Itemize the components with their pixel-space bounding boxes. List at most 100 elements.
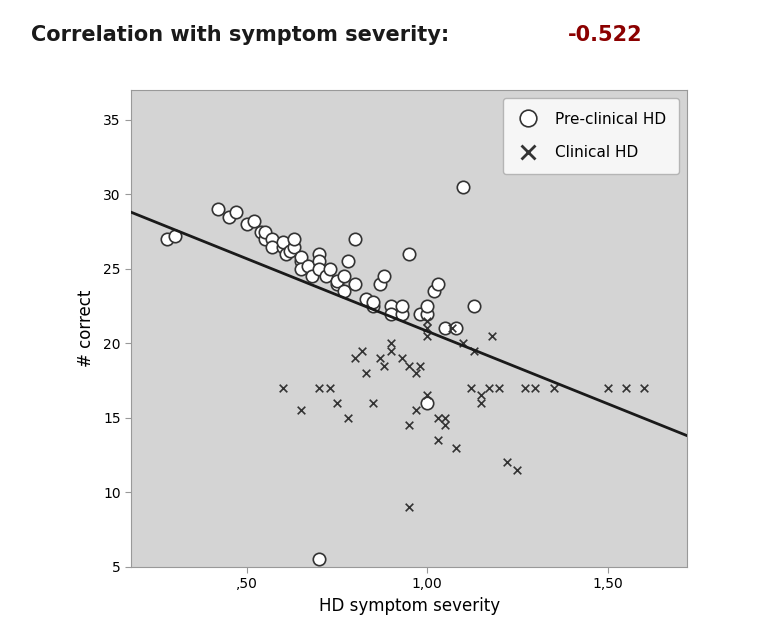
Point — [313, 249, 325, 259]
Point — [338, 286, 350, 296]
Y-axis label: # correct: # correct — [77, 290, 95, 367]
Point — [421, 308, 433, 319]
Point — [378, 271, 390, 281]
Point — [482, 383, 495, 393]
Point — [421, 390, 433, 401]
Point — [476, 390, 488, 401]
Point — [464, 383, 476, 393]
Point — [421, 331, 433, 341]
Point — [280, 249, 293, 259]
Point — [284, 246, 296, 256]
Point — [476, 398, 488, 408]
Point — [313, 554, 325, 564]
Point — [519, 383, 531, 393]
Point — [360, 294, 372, 304]
Point — [212, 204, 224, 214]
Point — [414, 361, 426, 371]
Point — [287, 234, 300, 244]
Point — [385, 338, 398, 348]
Point — [450, 442, 462, 453]
Point — [356, 346, 368, 356]
Point — [313, 256, 325, 267]
Point — [367, 398, 379, 408]
Point — [396, 301, 408, 311]
Point — [385, 301, 398, 311]
Point — [493, 383, 506, 393]
Point — [439, 323, 452, 334]
Point — [374, 353, 387, 363]
Point — [421, 316, 433, 326]
Point — [342, 256, 354, 267]
Point — [638, 383, 650, 393]
Point — [168, 231, 181, 242]
Point — [276, 383, 289, 393]
Point — [385, 346, 398, 356]
Point — [421, 323, 433, 334]
Point — [396, 308, 408, 319]
Point — [349, 234, 361, 244]
Point — [432, 413, 444, 423]
Point — [349, 279, 361, 289]
Point — [500, 457, 513, 468]
Point — [414, 308, 426, 319]
Point — [367, 296, 379, 307]
Point — [511, 465, 523, 475]
Point — [421, 301, 433, 311]
Point — [161, 234, 174, 244]
Point — [439, 413, 452, 423]
Point — [360, 368, 372, 378]
Point — [302, 261, 314, 271]
Point — [432, 435, 444, 445]
Point — [403, 361, 415, 371]
Point — [287, 242, 300, 252]
Point — [320, 271, 332, 281]
Point — [450, 323, 462, 334]
Point — [295, 256, 307, 267]
Point — [421, 398, 433, 408]
Point — [259, 234, 271, 244]
Point — [620, 383, 632, 393]
Text: Correlation with symptom severity:: Correlation with symptom severity: — [31, 24, 456, 45]
Point — [241, 219, 253, 229]
Text: -0.522: -0.522 — [567, 24, 642, 45]
Point — [374, 279, 387, 289]
Point — [547, 383, 560, 393]
Point — [306, 271, 318, 281]
Point — [266, 234, 278, 244]
Point — [338, 271, 350, 281]
Point — [323, 264, 336, 274]
Point — [349, 353, 361, 363]
Point — [396, 353, 408, 363]
Point — [468, 346, 480, 356]
Point — [403, 502, 415, 513]
Point — [222, 212, 235, 222]
Point — [323, 383, 336, 393]
Legend: Pre-clinical HD, Clinical HD: Pre-clinical HD, Clinical HD — [503, 98, 679, 174]
Point — [432, 279, 444, 289]
Point — [230, 207, 242, 218]
Point — [410, 368, 422, 378]
Point — [276, 242, 289, 252]
Point — [403, 249, 415, 259]
Point — [457, 182, 469, 192]
Point — [378, 361, 390, 371]
Point — [457, 338, 469, 348]
Point — [259, 227, 271, 237]
Point — [342, 413, 354, 423]
Point — [313, 264, 325, 274]
Point — [295, 252, 307, 262]
Point — [410, 405, 422, 415]
Point — [255, 227, 267, 237]
Point — [530, 383, 542, 393]
Point — [468, 301, 480, 311]
Point — [295, 264, 307, 274]
Point — [330, 276, 343, 286]
Point — [266, 242, 278, 252]
Point — [403, 420, 415, 430]
Point — [446, 323, 459, 334]
Point — [330, 398, 343, 408]
Point — [428, 286, 441, 296]
Point — [601, 383, 614, 393]
Point — [486, 331, 499, 341]
X-axis label: HD symptom severity: HD symptom severity — [319, 597, 499, 614]
